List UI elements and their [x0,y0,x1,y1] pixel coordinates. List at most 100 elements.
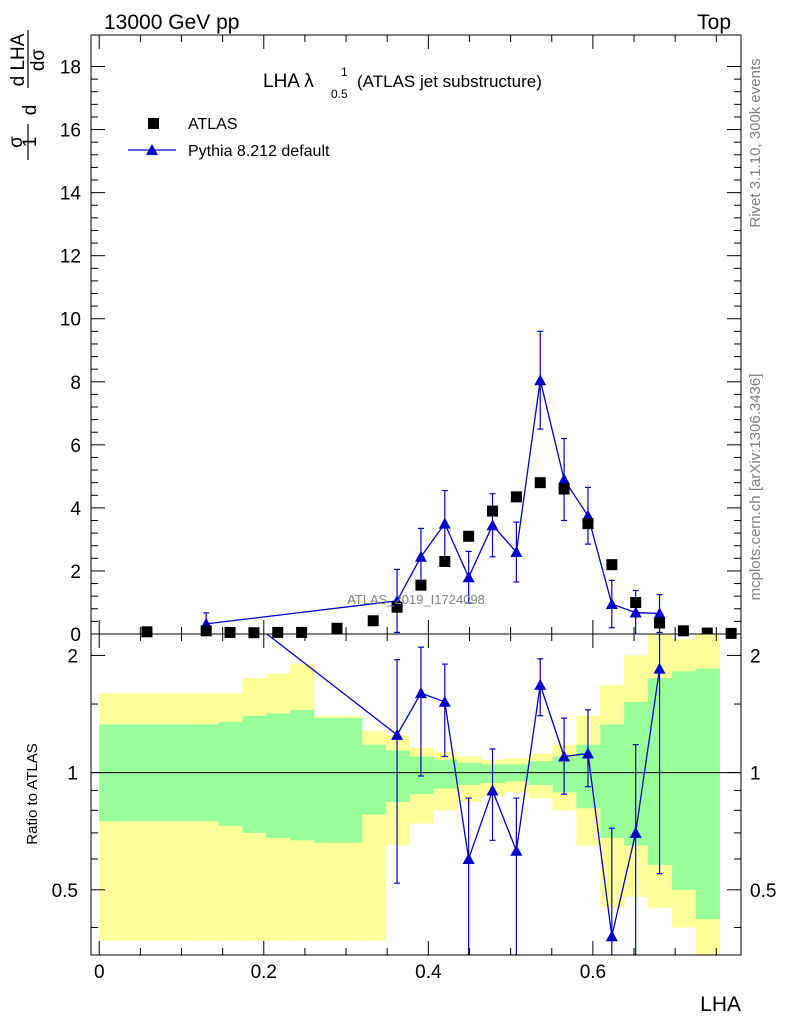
ratio-frame [90,633,742,956]
rivet-version-label: Rivet 3.1.10, 300k events [747,58,764,227]
uncertainty-band-inner [242,715,267,833]
atlas-point [141,626,153,638]
uncertainty-band-inner [648,677,673,865]
atlas-point [248,627,260,639]
plot-title-text: LHA λ [263,71,314,92]
atlas-point [200,625,212,637]
ratio-point [629,826,642,838]
main-ytick-label: 14 [60,184,82,205]
uncertainty-band-inner [290,709,315,841]
plot-title-suffix: (ATLAS jet substructure) [357,72,542,91]
uncertainty-band-inner [313,718,363,843]
ylabel-numerator: dσ [28,49,49,72]
pythia-point [558,473,571,485]
plot-title: LHA λ 1 0.5 (ATLAS jet substructure) [263,65,542,101]
atlas-point [725,627,737,639]
pythia-series-line [206,380,660,625]
ratio-xtick-label: 0 [94,962,105,983]
atlas-point [272,626,284,638]
uncertainty-band-inner [385,750,410,803]
atlas-point [510,491,522,503]
main-ytick-label: 0 [70,625,81,646]
ylabel-prefactor-numerator: 1 [20,137,41,148]
uncertainty-band-inner [433,759,458,789]
pythia-point [510,546,523,558]
atlas-point [606,559,618,571]
main-ytick-label: 18 [60,58,81,79]
ratio-xtick-label: 0.2 [251,962,277,983]
pythia-point [629,606,642,618]
atlas-point [296,626,308,638]
main-ytick-label: 16 [60,121,81,142]
atlas-point [677,625,689,637]
ratio-ytick-label-left: 0.5 [52,881,78,902]
ratio-point [534,678,547,690]
uncertainty-band-inner [552,756,577,793]
atlas-point [582,518,594,530]
ratio-series-group [200,581,666,955]
legend-pythia-marker [146,144,158,155]
legend-atlas-label: ATLAS [188,116,238,133]
uncertainty-band-inner [218,721,243,826]
ratio-point [414,687,427,699]
pythia-point [438,517,451,529]
atlas-point [654,617,666,629]
ratio-ytick-label-left: 2 [67,646,78,667]
ratio-plot-content [91,581,741,955]
ratio-xlabel: LHA [700,993,741,1016]
main-ytick-label: 10 [60,310,81,331]
ratio-point [581,747,594,759]
legend: ATLAS Pythia 8.212 default [128,116,330,160]
header-right: Top [697,11,731,34]
atlas-point [224,626,236,638]
main-axes: 0 2 4 6 8 10 12 14 16 18 [60,35,741,646]
ylabel-d: d [20,105,41,116]
atlas-point [331,622,343,634]
ratio-point [510,844,523,856]
uncertainty-band-inner [457,762,482,785]
main-plot-content [141,330,737,639]
ratio-point [605,930,618,942]
uncertainty-band-inner [671,671,697,890]
main-ytick-label: 12 [60,247,81,268]
ratio-point [200,581,212,592]
ratio-point [438,695,451,707]
legend-pythia-label: Pythia 8.212 default [188,143,330,160]
main-ytick-label: 8 [70,373,81,394]
ratio-xtick-label: 0.6 [580,962,606,983]
uncertainty-band-inner [695,668,721,920]
ratio-ylabel: Ratio to ATLAS [24,743,41,844]
uncertainty-band-inner [409,756,434,795]
pythia-point [414,550,427,562]
plot-title-superscript: 1 [341,65,348,79]
atlas-point [463,530,475,542]
ratio-ytick-label-right: 2 [750,646,761,667]
pythia-point [605,598,618,610]
ratio-point [486,784,499,796]
ratio-point [462,852,475,864]
ratio-ytick-label-right: 1 [750,764,761,785]
plot-title-subscript: 0.5 [331,87,348,101]
atlas-point [367,615,379,627]
mcplots-reference-label: mcplots.cern.ch [arXiv:1306.3436] [747,374,764,601]
pythia-point [653,607,666,619]
main-ytick-label: 4 [70,499,81,520]
atlas-point [415,579,427,591]
ratio-ytick-label-left: 1 [67,764,78,785]
legend-atlas-marker [148,118,159,129]
ylabel-denominator: d LHA [8,33,29,86]
ratio-xtick-label: 0.4 [415,962,442,983]
ratio-point [558,750,571,762]
ylabel-prefactor-denominator-visible: σ [6,136,27,148]
uncertainty-band-inner [481,764,506,784]
atlas-point [439,555,451,567]
atlas-point [487,505,499,517]
main-ylabel: 1 σ σ d dσ d LHA [6,30,49,160]
atlas-point [558,483,570,495]
pythia-point [581,509,594,521]
uncertainty-band-inner [361,744,386,815]
pythia-point [534,374,547,386]
uncertainty-band-inner [266,713,291,838]
ratio-axes: 0.5 0.5 1 1 2 2 0 0.2 0.4 0.6 [52,634,776,983]
